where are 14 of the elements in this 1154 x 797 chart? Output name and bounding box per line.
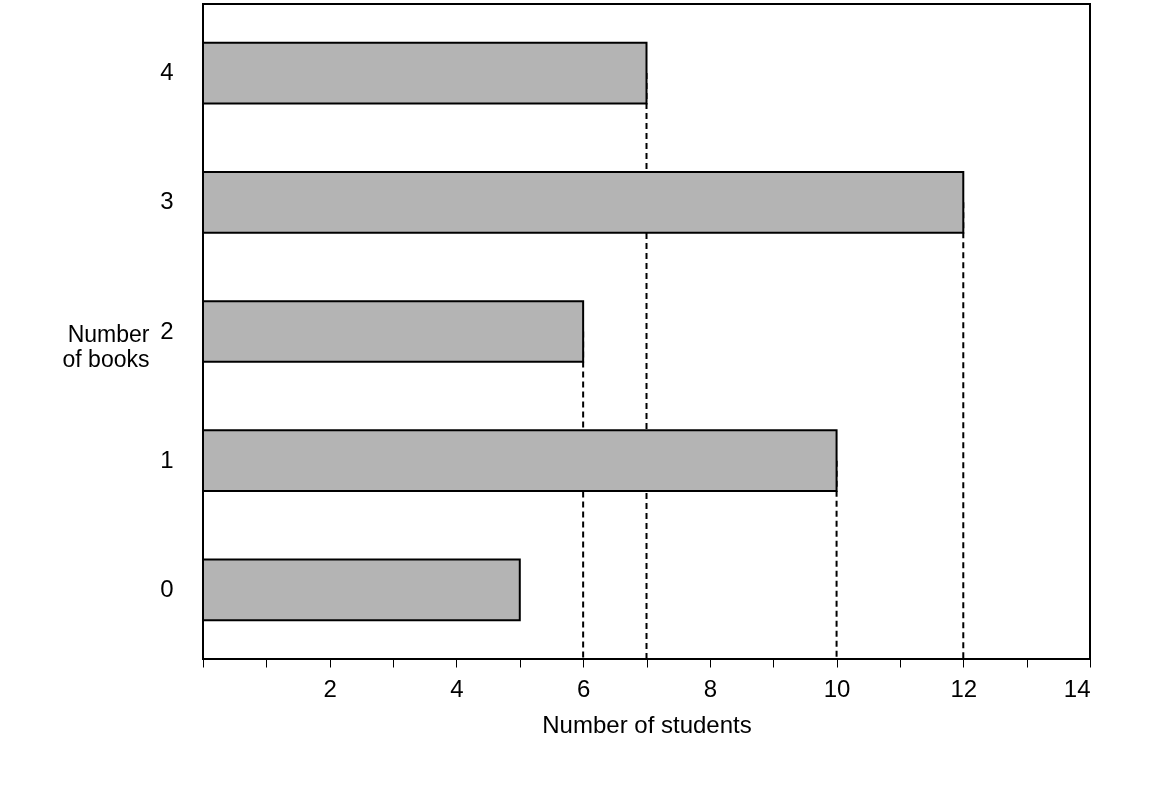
y-tick-label: 3 — [160, 187, 174, 215]
x-tick-label: 10 — [823, 674, 851, 702]
x-tick-label: 4 — [450, 674, 464, 702]
x-tick-label: 8 — [703, 674, 718, 702]
y-tick-label: 2 — [160, 316, 174, 344]
x-tick-label: 14 — [1063, 674, 1091, 702]
y-tick-label: 0 — [160, 574, 174, 602]
x-tick-label: 12 — [950, 674, 978, 702]
y-axis-title: Number of books — [62, 320, 150, 372]
x-tick-label: 6 — [576, 674, 591, 702]
x-tick-label: 2 — [323, 674, 337, 702]
y-tick-label: 1 — [160, 445, 174, 473]
y-tick-label: 4 — [160, 58, 174, 86]
x-axis-title: Number of students — [542, 710, 752, 738]
